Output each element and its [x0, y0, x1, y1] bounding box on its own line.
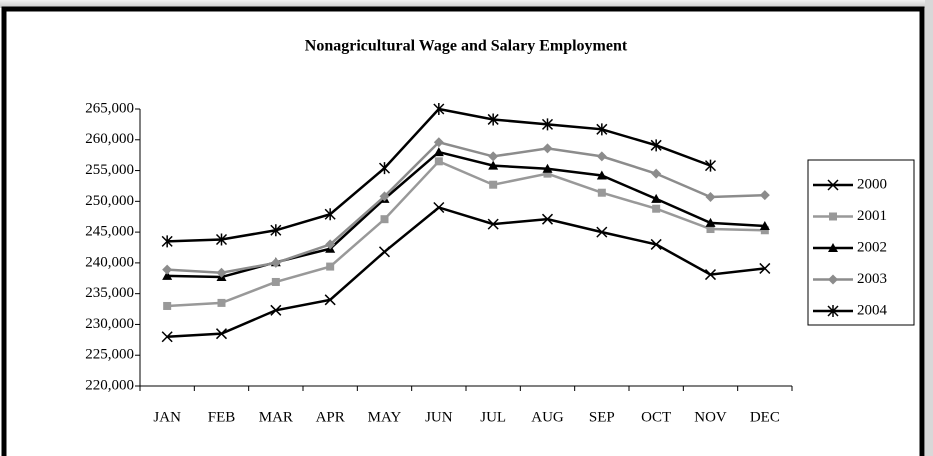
legend-marker — [827, 305, 839, 317]
x-tick-label: DEC — [750, 409, 780, 425]
data-point — [163, 301, 172, 310]
data-point — [543, 169, 552, 178]
y-tick-label: 250,000 — [85, 193, 134, 209]
data-point — [326, 262, 335, 271]
data-point — [433, 137, 444, 148]
y-tick-label: 235,000 — [85, 285, 134, 301]
data-point — [215, 233, 228, 246]
data-point — [704, 159, 717, 172]
data-point — [270, 224, 282, 237]
data-point — [596, 226, 608, 238]
chart-title: Nonagricultural Wage and Salary Employme… — [305, 38, 628, 55]
legend-label: 2003 — [857, 271, 887, 287]
data-point — [597, 188, 606, 197]
data-point — [759, 190, 770, 201]
legend-label: 2001 — [857, 208, 887, 224]
series-line — [167, 206, 765, 339]
x-tick-label: JUN — [425, 409, 453, 425]
top-bar — [0, 0, 933, 8]
data-point — [217, 298, 226, 307]
data-point — [705, 192, 716, 203]
legend-marker — [828, 274, 838, 285]
legend-label: 2004 — [857, 302, 888, 318]
data-point — [652, 204, 661, 213]
series-line — [167, 140, 765, 274]
data-point — [487, 113, 499, 126]
data-point — [433, 201, 445, 214]
side-bar — [925, 0, 933, 456]
data-point — [488, 151, 499, 162]
data-point — [760, 226, 769, 235]
y-tick-label: 265,000 — [85, 100, 134, 116]
data-point — [650, 139, 662, 152]
data-point — [650, 238, 662, 250]
data-point — [542, 163, 553, 173]
data-point — [270, 304, 282, 316]
data-point — [162, 270, 173, 280]
data-point — [596, 170, 607, 180]
data-point — [161, 331, 173, 343]
data-point — [380, 215, 389, 224]
data-point — [488, 160, 499, 170]
data-point — [378, 246, 391, 258]
data-point — [324, 294, 336, 306]
data-point — [325, 239, 336, 250]
data-point — [489, 180, 498, 189]
data-point — [705, 217, 716, 227]
y-tick-label: 260,000 — [85, 131, 134, 147]
legend-marker — [827, 179, 839, 191]
y-tick-label: 245,000 — [85, 224, 134, 240]
data-point — [704, 269, 717, 281]
data-point — [434, 157, 443, 166]
y-tick-label: 220,000 — [85, 377, 134, 393]
data-point — [596, 151, 607, 162]
data-point — [378, 162, 391, 175]
legend-marker — [828, 243, 838, 252]
data-point — [541, 118, 554, 131]
data-point — [379, 191, 390, 202]
data-point — [216, 267, 227, 278]
data-point — [759, 262, 771, 274]
x-tick-label: JAN — [153, 409, 181, 425]
x-tick-label: OCT — [641, 409, 671, 425]
data-point — [651, 168, 662, 179]
x-tick-label: FEB — [208, 409, 236, 425]
x-tick-label: MAY — [368, 409, 402, 425]
data-point — [759, 220, 770, 230]
data-point — [596, 123, 608, 136]
y-tick-label: 230,000 — [85, 316, 134, 332]
chart-frame — [1, 6, 925, 456]
data-point — [215, 328, 228, 340]
x-tick-label: SEP — [589, 409, 615, 425]
y-tick-label: 255,000 — [85, 162, 134, 178]
legend-marker — [829, 212, 837, 221]
x-tick-label: JUL — [480, 409, 506, 425]
data-point — [433, 103, 445, 115]
legend-label: 2000 — [857, 176, 887, 192]
data-point — [651, 193, 662, 203]
x-tick-label: APR — [316, 409, 345, 425]
x-tick-label: MAR — [259, 409, 293, 425]
x-tick-label: NOV — [694, 409, 727, 425]
data-point — [324, 208, 336, 221]
data-point — [271, 277, 280, 286]
data-point — [433, 147, 444, 157]
data-point — [161, 235, 173, 248]
data-point — [541, 213, 554, 225]
data-point — [162, 264, 173, 275]
data-point — [706, 225, 715, 234]
data-point — [270, 257, 281, 268]
legend-label: 2002 — [857, 239, 887, 255]
y-tick-label: 240,000 — [85, 254, 134, 270]
y-tick-label: 225,000 — [85, 347, 134, 363]
data-point — [542, 143, 553, 154]
x-tick-label: AUG — [531, 409, 564, 425]
data-point — [487, 218, 499, 230]
legend-box — [807, 159, 915, 326]
series-line — [167, 159, 765, 308]
